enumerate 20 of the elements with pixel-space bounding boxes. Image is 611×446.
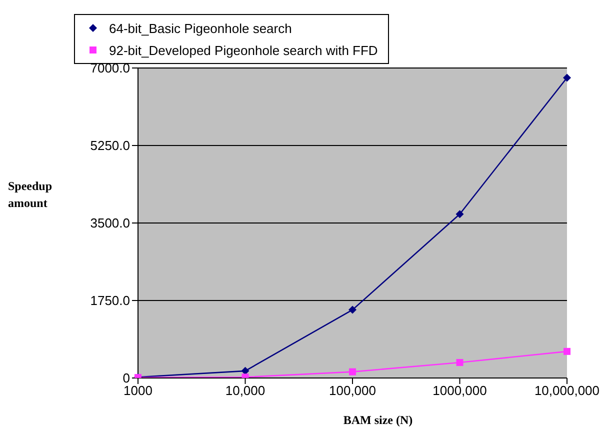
y-tick-label: 1750.0 [90,293,130,308]
y-tick-label: 0 [122,370,130,386]
x-tick-label: 1000,000 [432,383,487,398]
legend-label: 92-bit_Developed Pigeonhole search with FFD [109,42,378,58]
point [564,348,570,355]
x-tick-label: 10,000 [225,383,266,398]
point [241,366,250,375]
x-axis-title: BAM size (N) [342,413,414,428]
y-tick-label: 3500.0 [90,216,130,231]
x-tick-label: 1000 [124,383,152,398]
point [563,74,571,82]
legend-label: 64-bit_Basic Pigeonhole search [109,20,292,36]
point [348,306,356,314]
y-axis-title: Speedup amount [8,178,54,212]
x-tick-label: 100,000 [329,383,376,398]
x-tick-label: 10,000,000 [534,383,600,398]
point [456,210,464,218]
y-tick-label: 5250.0 [90,138,130,154]
point [456,359,464,366]
point [349,368,356,376]
